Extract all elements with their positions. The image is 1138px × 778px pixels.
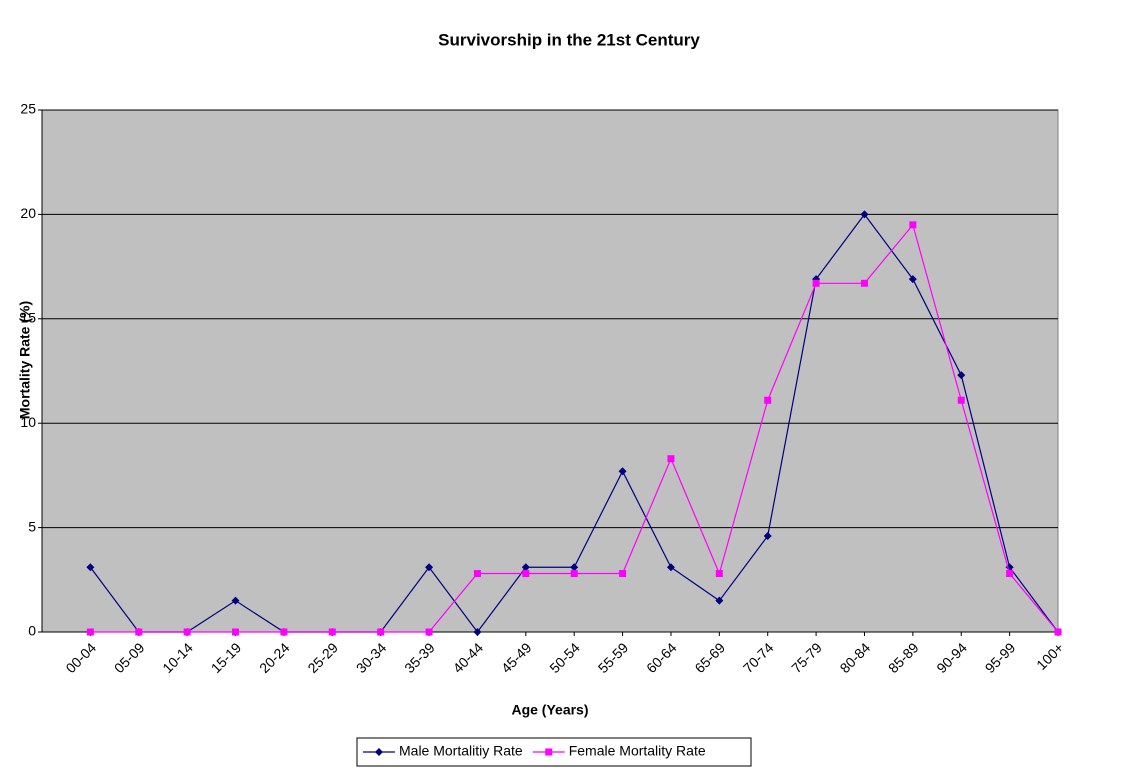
marker [909, 221, 917, 229]
marker [545, 748, 553, 756]
marker [1054, 628, 1062, 636]
marker [715, 570, 723, 578]
legend-label: Female Mortality Rate [569, 743, 706, 759]
marker [231, 596, 240, 605]
y-tick-label: 25 [20, 101, 36, 117]
legend-label: Male Mortalitiy Rate [399, 743, 523, 759]
marker [425, 628, 433, 636]
y-tick-label: 5 [28, 518, 36, 534]
chart-title: Survivorship in the 21st Century [438, 30, 700, 49]
x-tick-label: 20-24 [256, 639, 293, 676]
marker [232, 628, 240, 636]
x-tick-label: 15-19 [208, 639, 245, 676]
marker [618, 467, 627, 476]
marker [522, 570, 530, 578]
marker [473, 628, 482, 636]
x-tick-label: 60-64 [643, 639, 680, 676]
marker [764, 396, 772, 404]
marker [521, 563, 530, 572]
x-tick-label: 70-74 [740, 639, 777, 676]
x-tick-label: 50-54 [546, 639, 583, 676]
marker [763, 531, 772, 540]
x-tick-label: 05-09 [111, 639, 148, 676]
marker [715, 596, 724, 605]
x-tick-label: 00-04 [62, 639, 99, 676]
x-tick-label: 35-39 [401, 639, 438, 676]
x-tick-label: 10-14 [159, 639, 196, 676]
marker [280, 628, 288, 636]
y-axis-label: Mortality Rate (%) [17, 301, 33, 419]
marker [812, 279, 820, 287]
x-tick-label: 30-34 [353, 639, 390, 676]
marker [183, 628, 191, 636]
y-tick-label: 20 [20, 205, 36, 221]
x-tick-label: 90-94 [933, 639, 970, 676]
x-tick-label: 85-89 [885, 639, 922, 676]
marker [473, 570, 481, 578]
y-tick-label: 10 [20, 414, 36, 430]
marker [860, 210, 869, 219]
marker [570, 570, 578, 578]
marker [86, 563, 95, 572]
y-tick-label: 15 [20, 310, 36, 326]
marker [908, 275, 917, 284]
plot-area [41, 109, 1059, 633]
x-tick-label: 100+ [1033, 639, 1067, 673]
marker [377, 628, 385, 636]
marker [86, 628, 94, 636]
x-axis-label: Age (Years) [511, 702, 588, 718]
x-tick-label: 25-29 [304, 639, 341, 676]
marker [425, 563, 434, 572]
marker [375, 748, 383, 756]
marker [328, 628, 336, 636]
marker [570, 563, 579, 572]
x-tick-label: 95-99 [982, 639, 1019, 676]
y-tick-label: 0 [28, 623, 36, 639]
marker [957, 396, 965, 404]
marker [619, 570, 627, 578]
marker [135, 628, 143, 636]
x-tick-label: 45-49 [498, 639, 535, 676]
marker [666, 563, 675, 572]
marker [860, 279, 868, 287]
x-tick-label: 55-59 [595, 639, 632, 676]
x-tick-label: 40-44 [450, 639, 487, 676]
marker [957, 371, 966, 380]
marker [1006, 570, 1014, 578]
x-tick-label: 65-69 [691, 639, 728, 676]
x-tick-label: 75-79 [788, 639, 825, 676]
x-tick-label: 80-84 [837, 639, 874, 676]
marker [667, 455, 675, 463]
